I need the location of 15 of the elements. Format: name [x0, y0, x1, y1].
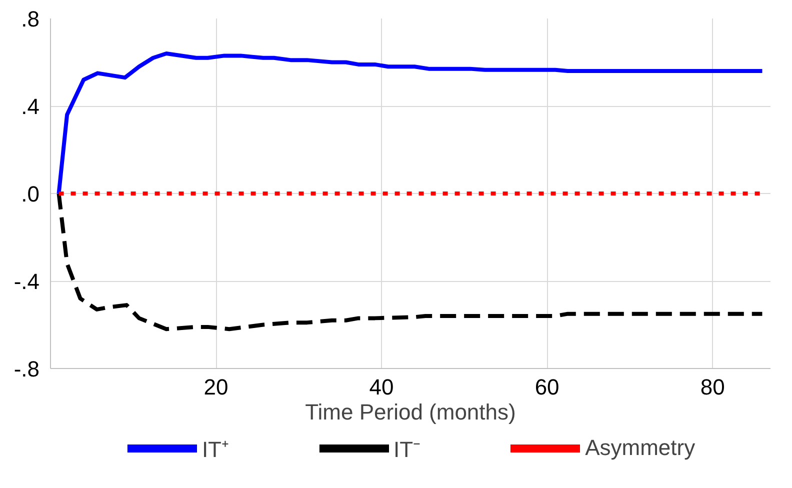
line-series	[56, 192, 764, 332]
line-series	[56, 52, 764, 196]
y-tick-label: .0	[21, 182, 40, 206]
x-tick-label: 40	[369, 374, 394, 400]
y-tick-label: -.8	[14, 356, 40, 382]
legend-label: IT⁻	[394, 436, 420, 463]
y-tick-label: .4	[21, 94, 40, 119]
legend-label: Asymmetry	[585, 435, 696, 461]
y-tick-label: -.4	[14, 269, 40, 294]
x-tick-label: 60	[534, 374, 560, 400]
y-tick-label: .8	[21, 6, 40, 32]
legend-label: IT⁺	[202, 436, 228, 463]
x-axis-title: Time Period (months)	[305, 400, 516, 424]
x-tick-label: 80	[700, 374, 725, 400]
x-tick-label: 20	[204, 374, 228, 400]
